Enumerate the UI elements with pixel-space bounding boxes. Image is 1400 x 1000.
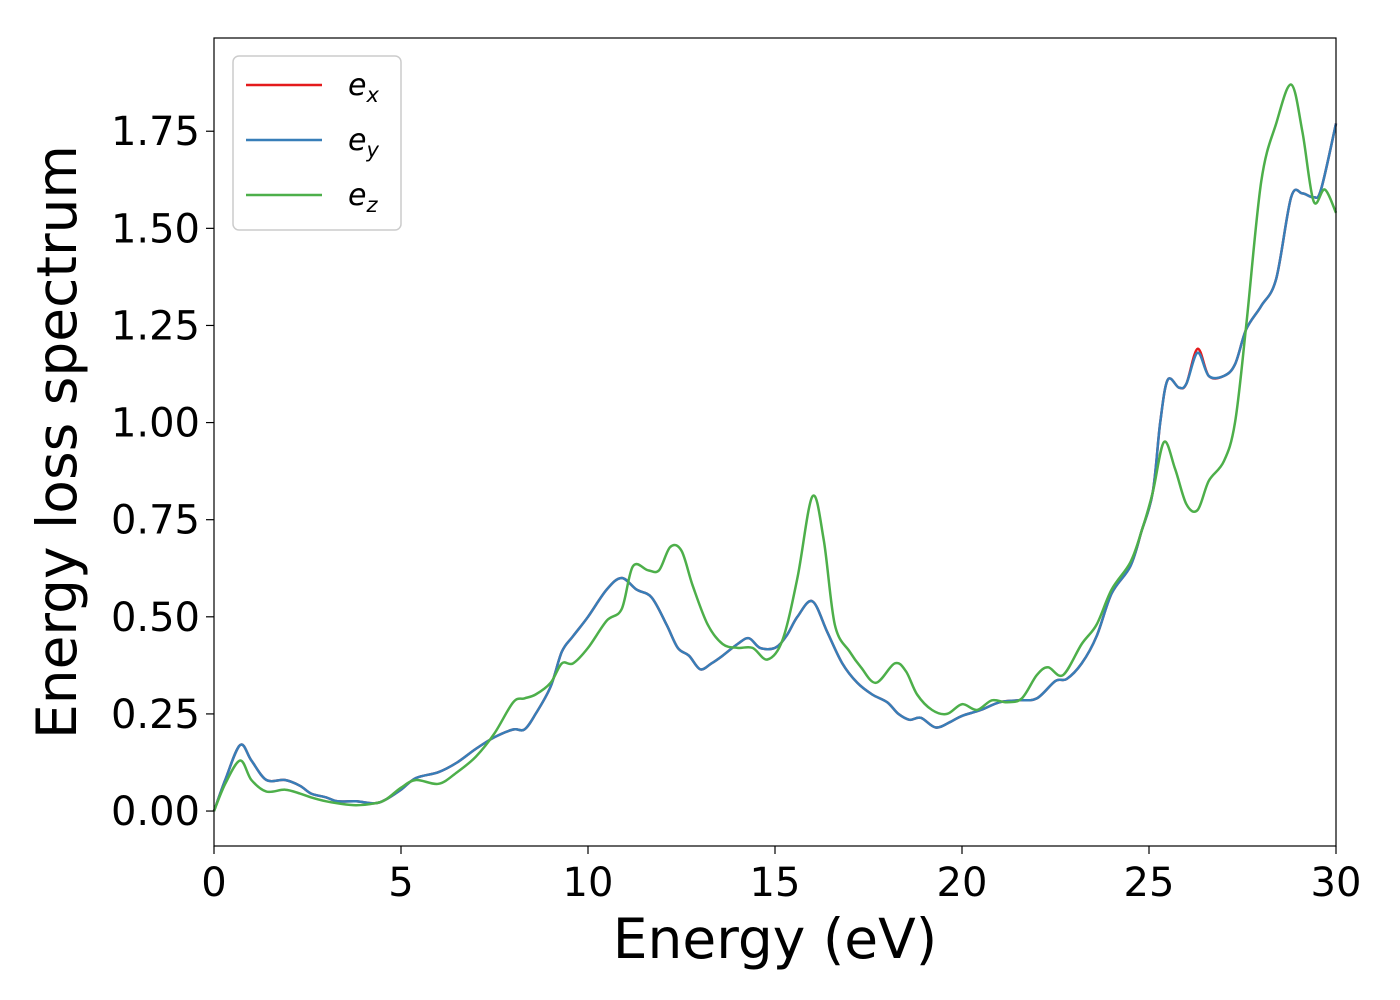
legend-frame xyxy=(232,55,402,231)
x-tick-label: 0 xyxy=(201,860,226,906)
y-tick-label: 1.50 xyxy=(111,206,200,252)
x-axis-label: Energy (eV) xyxy=(613,907,937,971)
x-axis: 0 5 10 15 20 25 30 xyxy=(201,846,1361,906)
y-tick-label: 1.25 xyxy=(111,303,200,349)
y-tick-label: 0.75 xyxy=(111,498,200,544)
legend-label-ey: ey xyxy=(348,123,379,162)
y-tick-label: 0.00 xyxy=(111,789,200,835)
x-tick-label: 20 xyxy=(937,860,988,906)
legend: ex ey ez xyxy=(232,55,402,231)
legend-label-ez: ez xyxy=(348,178,378,217)
y-tick-label: 1.75 xyxy=(111,109,200,155)
y-tick-label: 0.50 xyxy=(111,595,200,641)
x-tick-label: 10 xyxy=(563,860,614,906)
x-tick-label: 25 xyxy=(1124,860,1175,906)
y-axis-label: Energy loss spectrum xyxy=(25,145,89,739)
x-tick-label: 30 xyxy=(1311,860,1362,906)
legend-label-ex: ex xyxy=(348,68,379,107)
series-layer xyxy=(212,83,1338,812)
series-line-ez xyxy=(212,83,1338,812)
y-axis: 0.00 0.25 0.50 0.75 1.00 1.25 1.50 1.75 xyxy=(111,109,214,835)
x-tick-label: 5 xyxy=(388,860,413,906)
y-tick-label: 0.25 xyxy=(111,692,200,738)
x-tick-label: 15 xyxy=(750,860,801,906)
y-tick-label: 1.00 xyxy=(111,401,200,447)
